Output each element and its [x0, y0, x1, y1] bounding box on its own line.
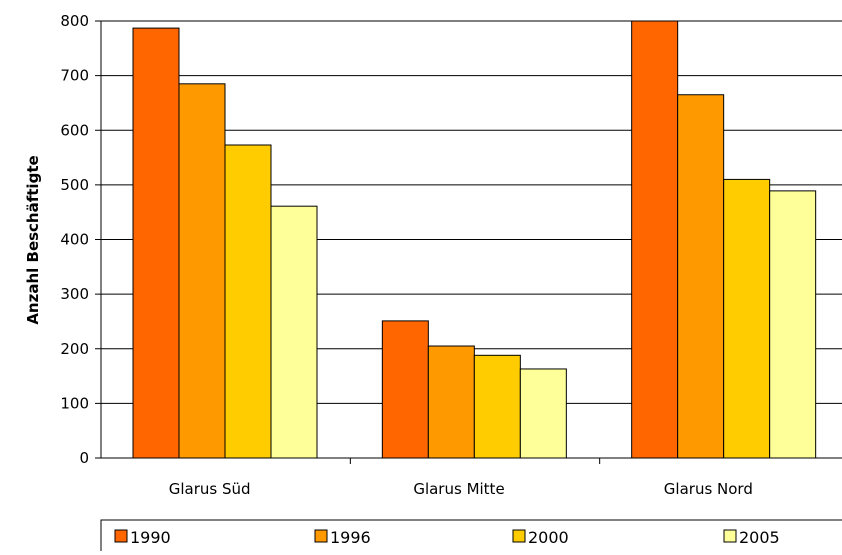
bar-1996-2 — [677, 94, 725, 459]
y-tick-label: 400 — [60, 231, 89, 249]
legend-swatch-1990 — [114, 529, 128, 543]
bar-1996-1 — [427, 345, 475, 459]
y-axis-title: Anzahl Beschäftigte — [24, 155, 42, 324]
y-tick-label: 700 — [60, 67, 89, 85]
bar-1990-0 — [132, 27, 180, 459]
legend-swatch-2005 — [723, 529, 737, 543]
bar-2005-2 — [769, 190, 817, 459]
bars — [132, 20, 817, 459]
legend-label-1990: 1990 — [130, 528, 171, 547]
y-tick-label: 600 — [60, 121, 89, 139]
bar-1996-0 — [178, 83, 226, 459]
x-category-label: Glarus Mitte — [413, 480, 504, 498]
legend-box — [100, 519, 842, 555]
y-tick-label: 300 — [60, 285, 89, 303]
bar-1990-1 — [381, 320, 429, 459]
bar-2005-1 — [519, 368, 567, 459]
legend: 1990 1996 2000 2005 — [100, 519, 842, 555]
y-tick-label: 200 — [60, 340, 89, 358]
legend-label-2000: 2000 — [528, 528, 569, 547]
y-tick-label: 100 — [60, 394, 89, 412]
bar-1990-2 — [631, 20, 679, 459]
legend-swatch-2000 — [512, 529, 526, 543]
bar-2000-0 — [224, 144, 272, 459]
bar-2000-1 — [473, 354, 521, 459]
bar-2005-0 — [270, 205, 318, 459]
y-tick-label: 800 — [60, 12, 89, 30]
x-category-label: Glarus Süd — [169, 480, 251, 498]
x-category-label: Glarus Nord — [664, 480, 753, 498]
bar-2000-2 — [723, 178, 771, 459]
legend-swatch-1996 — [314, 529, 328, 543]
axes: 0 100 200 300 400 500 600 700 800 Glarus Süd Glaru… — [60, 12, 842, 498]
legend-label-2005: 2005 — [739, 528, 780, 547]
y-tick-label: 0 — [79, 449, 89, 467]
legend-label-1996: 1996 — [330, 528, 371, 547]
y-tick-label: 500 — [60, 176, 89, 194]
